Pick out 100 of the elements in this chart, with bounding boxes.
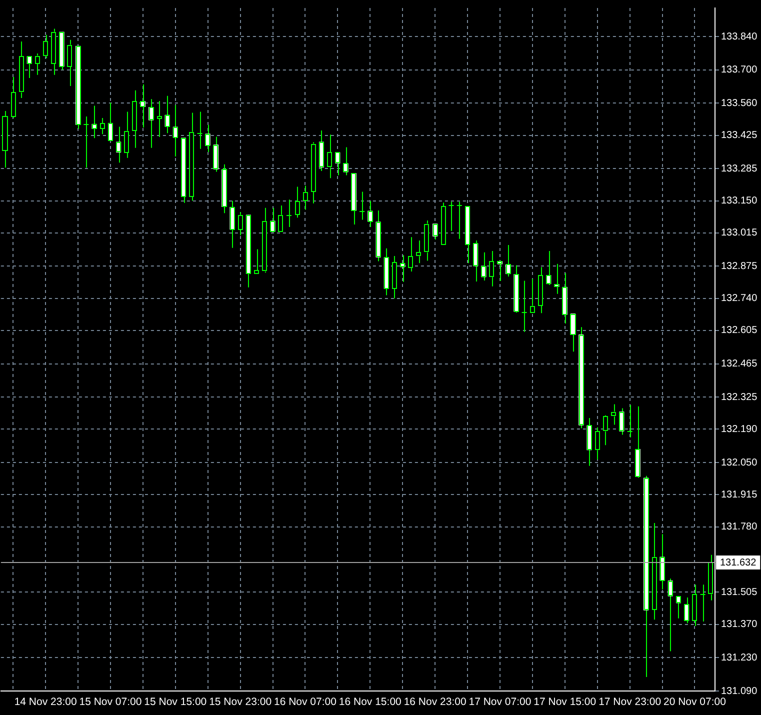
- candlestick: [318, 130, 324, 172]
- candlestick: [660, 534, 665, 590]
- candlestick: [521, 280, 528, 332]
- y-tick-label: 132.465: [721, 358, 758, 370]
- y-tick-label: 133.015: [721, 228, 758, 239]
- candlestick: [392, 255, 397, 299]
- candlestick: [18, 41, 24, 98]
- candlestick: [156, 100, 162, 138]
- y-tick-label: 133.840: [721, 31, 758, 42]
- candlestick: [481, 252, 486, 281]
- candlestick: [213, 136, 218, 172]
- candlestick: [432, 223, 438, 240]
- candlestick: [506, 244, 511, 277]
- candlestick: [100, 117, 105, 135]
- candlestick: [181, 137, 186, 204]
- y-tick-label: 131.780: [721, 522, 758, 533]
- candlestick: [2, 110, 8, 168]
- candlestick: [148, 98, 154, 148]
- y-tick-label: 132.605: [721, 325, 758, 336]
- candlestick: [26, 56, 32, 78]
- y-tick-label: 133.425: [721, 130, 758, 142]
- candlestick: [635, 406, 640, 478]
- y-tick-label: 132.050: [721, 457, 758, 468]
- y-tick-label: 131.505: [721, 586, 758, 598]
- candlestick: [578, 326, 584, 429]
- candlestick: [546, 250, 552, 286]
- candlestick: [140, 84, 146, 128]
- candlestick: [554, 263, 560, 294]
- candlestick: [586, 418, 592, 466]
- candlestick: [465, 206, 470, 264]
- x-tick-label: 16 Nov 15:00: [338, 696, 402, 708]
- candlestick: [652, 522, 657, 620]
- y-tick-label: 133.700: [721, 64, 758, 76]
- candlestick: [684, 596, 690, 624]
- candlestick: [270, 207, 276, 232]
- candlestick: [286, 199, 292, 228]
- candlestick: [708, 554, 714, 601]
- candlestick: [343, 146, 348, 176]
- candlestick: [611, 404, 616, 426]
- candlestick: [278, 205, 284, 232]
- candlestick: [424, 220, 430, 262]
- candlestick: [327, 134, 332, 179]
- candlestick: [530, 278, 535, 314]
- candlestick: [189, 112, 194, 202]
- ref-line-label: 131.632: [720, 557, 757, 568]
- x-tick-label: 16 Nov 23:00: [404, 696, 466, 708]
- x-tick-label: 14 Nov 23:00: [14, 696, 77, 708]
- y-tick-label: 131.915: [721, 489, 758, 500]
- x-tick-label: 15 Nov 23:00: [209, 696, 272, 708]
- candlestick: [310, 142, 316, 204]
- candlestick: [376, 210, 381, 262]
- y-tick-label: 133.150: [721, 196, 758, 207]
- y-tick-label: 131.090: [721, 686, 758, 697]
- y-tick-label: 133.285: [721, 163, 758, 174]
- candlestick: [668, 578, 673, 652]
- candlestick: [514, 264, 519, 314]
- candlestick: [230, 200, 235, 248]
- candlestick: [416, 240, 422, 264]
- candlestick: [124, 111, 130, 158]
- y-tick-label: 131.230: [721, 652, 758, 664]
- x-tick-label: 15 Nov 15:00: [144, 696, 207, 708]
- candlestick: [602, 414, 608, 446]
- candlestick: [43, 34, 48, 59]
- candlestick: [172, 104, 178, 157]
- candlestick: [196, 111, 203, 150]
- x-tick-label: 17 Nov 07:00: [468, 696, 532, 708]
- candlestick: [538, 266, 544, 314]
- candlestick: [351, 172, 356, 226]
- candlestick: [700, 584, 706, 622]
- y-tick-label: 132.190: [721, 424, 758, 435]
- candlestick: [246, 214, 251, 288]
- candlestick: [116, 126, 122, 164]
- candlestick: [238, 212, 243, 236]
- candlestick: [59, 31, 64, 70]
- candlestick: [335, 152, 340, 176]
- candlestick: [644, 475, 649, 678]
- candlestick: [262, 207, 268, 274]
- x-tick-label: 17 Nov 15:00: [534, 696, 596, 708]
- candlestick: [400, 254, 406, 282]
- candlestick: [108, 102, 113, 142]
- y-tick-label: 132.740: [721, 293, 758, 304]
- x-tick-label: 15 Nov 07:00: [79, 696, 142, 708]
- candlestick: [67, 39, 72, 87]
- candlestick: [497, 260, 502, 282]
- candlestick: [359, 191, 366, 220]
- y-tick-label: 132.325: [721, 392, 758, 403]
- candlestick: [448, 201, 454, 232]
- candlestick: [205, 124, 210, 152]
- candlestick: [676, 596, 681, 619]
- candlestick: [222, 164, 227, 214]
- candlestick: [489, 250, 494, 287]
- y-tick-label: 132.875: [721, 260, 758, 272]
- candlestick: [34, 52, 40, 76]
- candlestick: [83, 116, 90, 168]
- candlestick: [456, 201, 462, 240]
- candlestick: [92, 105, 97, 139]
- x-tick-label: 17 Nov 23:00: [598, 696, 662, 708]
- candlestick: [132, 90, 138, 148]
- candlestick: [473, 240, 478, 282]
- candlestick: [164, 95, 170, 134]
